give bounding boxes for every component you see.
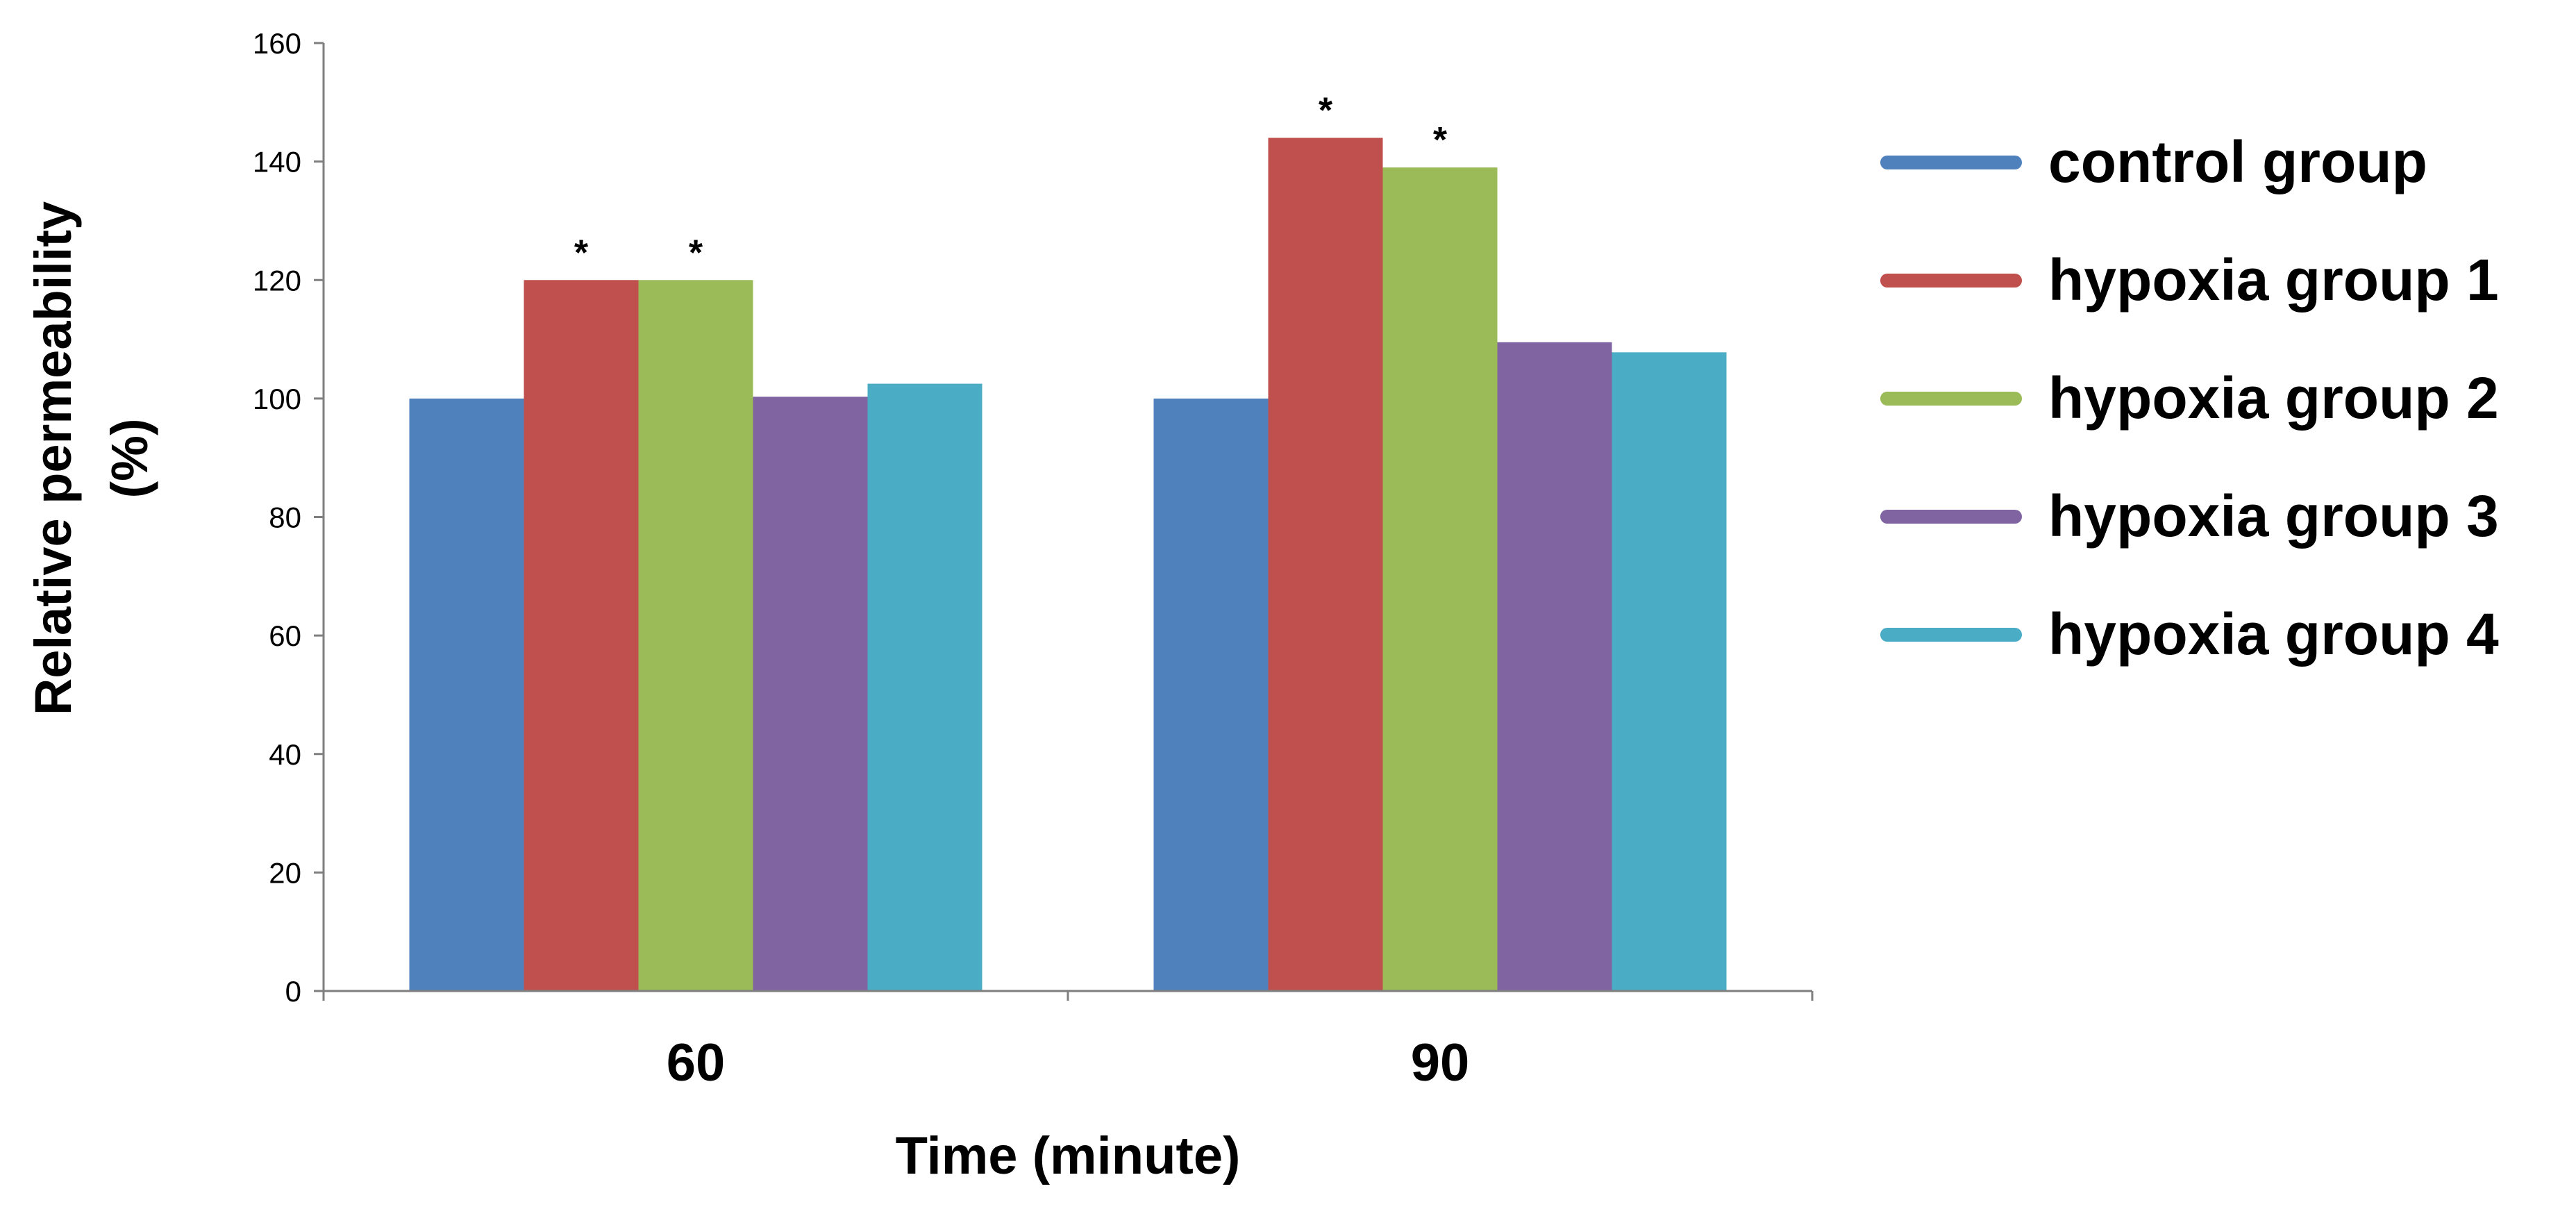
legend-label: control group: [2048, 129, 2427, 194]
bar-hypoxia-group-1-60: [524, 280, 639, 991]
legend-label: hypoxia group 2: [2048, 365, 2499, 431]
y-tick-label: 160: [253, 27, 301, 60]
legend-label: hypoxia group 1: [2048, 247, 2499, 313]
y-tick-label: 120: [253, 264, 301, 297]
y-tick-label: 40: [269, 738, 301, 771]
x-axis-category-labels: 60 90: [667, 1033, 1470, 1092]
legend-label: hypoxia group 4: [2048, 601, 2499, 667]
bar-hypoxia-group-2-90: [1382, 167, 1498, 991]
bar-hypoxia-group-2-60: [638, 280, 753, 991]
bar-hypoxia-group-4-90: [1612, 352, 1727, 991]
y-tick-label: 80: [269, 501, 301, 534]
bars: [409, 138, 1727, 991]
legend: control group hypoxia group 1 hypoxia grou…: [1880, 129, 2499, 667]
bar-hypoxia-group-3-90: [1497, 342, 1612, 991]
bar-control-group-60: [409, 398, 524, 991]
y-tick-label: 0: [285, 975, 301, 1008]
bar-hypoxia-group-4-60: [867, 383, 982, 991]
x-axis-title: Time (minute): [896, 1126, 1241, 1185]
bar-control-group-90: [1153, 398, 1269, 991]
bar-hypoxia-group-3-60: [753, 397, 868, 991]
x-tick-label: 60: [667, 1033, 726, 1092]
legend-label: hypoxia group 3: [2048, 483, 2499, 549]
y-tick-label: 20: [269, 856, 301, 889]
y-tick-label: 140: [253, 146, 301, 178]
y-axis-title: Relative permeability (%): [24, 201, 158, 715]
significance-markers: * * * *: [574, 91, 1448, 274]
y-axis-title-line-2: (%): [101, 418, 158, 498]
significance-marker: *: [1319, 91, 1333, 131]
significance-marker: *: [1433, 120, 1448, 160]
x-tick-label: 90: [1411, 1033, 1470, 1092]
y-tick-label: 100: [253, 383, 301, 415]
y-tick-label: 60: [269, 619, 301, 652]
significance-marker: *: [689, 233, 703, 273]
x-axis-ticks: [322, 991, 1814, 1001]
y-axis-title-line-1: Relative permeability: [24, 201, 82, 715]
bar-hypoxia-group-1-90: [1268, 138, 1383, 991]
y-axis-ticks: 0 20 40 60 80 100 120 140 160: [253, 27, 324, 1008]
significance-marker: *: [574, 233, 589, 273]
